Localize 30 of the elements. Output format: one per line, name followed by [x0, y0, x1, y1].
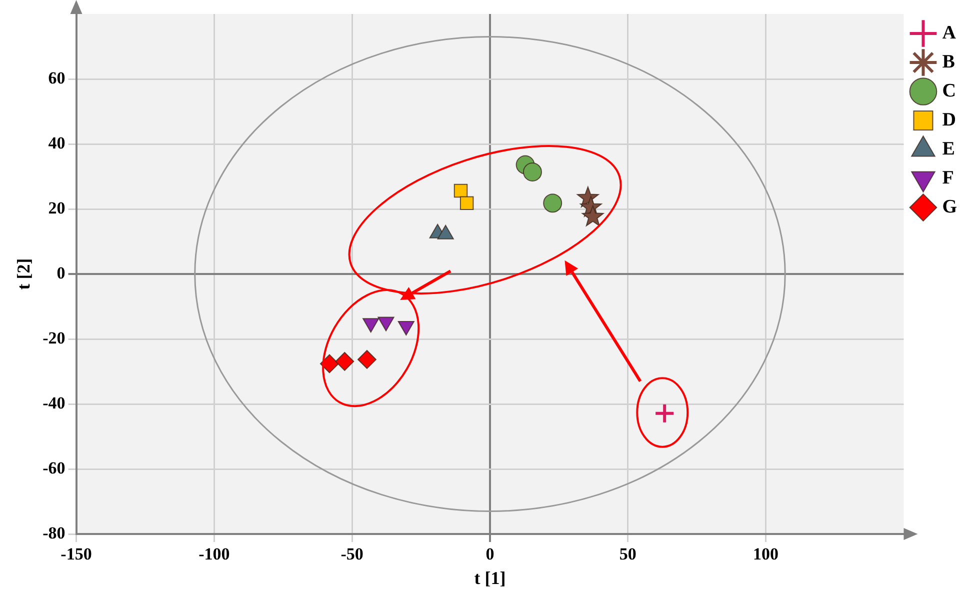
x-tick-label: 0: [486, 544, 494, 564]
y-tick-label: -20: [42, 328, 66, 348]
y-tick-label: -60: [42, 458, 66, 478]
x-tick-label: -100: [198, 544, 230, 564]
point: [335, 352, 354, 371]
legend-label: E: [942, 138, 955, 160]
y-tick-label: 20: [48, 198, 66, 218]
x-tick-label: 100: [753, 544, 779, 564]
point: [522, 162, 542, 182]
y-tick-label: -80: [42, 523, 66, 542]
legend-label: D: [942, 109, 956, 130]
legend-label: B: [942, 51, 956, 72]
x-tick-label: -150: [60, 544, 92, 564]
legend-label: G: [942, 196, 958, 218]
legend-label: F: [942, 167, 954, 188]
legend-label: A: [942, 22, 956, 44]
y-tick-label: 0: [56, 263, 66, 282]
y-tick-label: 60: [48, 68, 66, 88]
x-tick-label: -50: [340, 544, 364, 564]
x-tick-label: 50: [619, 544, 636, 564]
point: [460, 196, 474, 210]
y-tick-label: -40: [42, 393, 66, 412]
point: [543, 194, 562, 213]
point: [454, 184, 468, 198]
point: [357, 350, 376, 369]
x-axis-title: t [1]: [474, 568, 506, 588]
point: [582, 205, 604, 226]
legend-label: C: [942, 80, 956, 102]
y-tick-label: 40: [48, 133, 66, 152]
y-axis-title: t [2]: [13, 258, 34, 290]
